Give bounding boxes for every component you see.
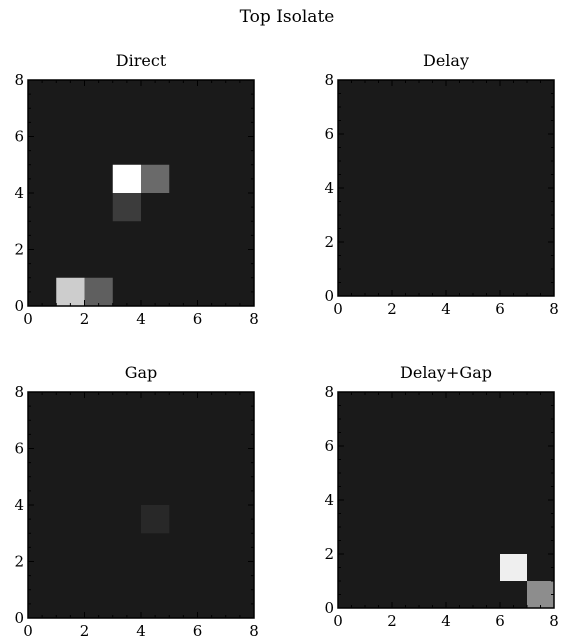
x-tick-label: 0 [23,310,33,328]
y-tick-label: 0 [14,609,24,627]
y-tick-label: 0 [324,599,334,617]
y-tick-label: 8 [324,71,334,89]
plot-background [338,80,554,296]
heatmap-cell [112,164,141,193]
heatmap-cell [112,193,141,222]
y-tick-label: 2 [324,233,334,251]
heatmap-cell [84,277,113,306]
x-tick-label: 6 [495,300,505,318]
panel-0: Direct 0 2 4 6 8 0 2 4 6 8 [14,51,258,328]
y-tick-label: 4 [324,179,334,197]
panel-1: Delay 0 2 4 6 8 0 2 4 6 8 [324,51,558,318]
figure-title: Top Isolate [240,7,335,27]
y-tick-label: 6 [14,440,24,458]
y-tick-label: 6 [14,128,24,146]
y-tick-label: 0 [324,287,334,305]
y-tick-label: 4 [14,184,24,202]
heatmap-cell [527,581,554,608]
x-tick-label: 4 [136,310,146,328]
heatmap-cell [141,505,170,534]
y-tick-label: 6 [324,125,334,143]
y-tick-label: 4 [14,496,24,514]
panel-2: Gap 0 2 4 6 8 0 2 4 6 8 [14,363,258,640]
heatmap-cell [56,277,85,306]
x-tick-label: 4 [136,622,146,640]
y-tick-label: 0 [14,297,24,315]
y-tick-label: 2 [324,545,334,563]
y-tick-label: 8 [14,71,24,89]
x-tick-label: 2 [387,612,397,630]
panel-title: Gap [125,363,158,382]
x-tick-label: 0 [333,612,343,630]
x-tick-label: 6 [193,622,203,640]
x-tick-label: 0 [23,622,33,640]
x-tick-label: 8 [249,310,259,328]
y-tick-label: 2 [14,553,24,571]
heatmap-cell [500,554,527,581]
x-tick-label: 2 [80,622,90,640]
y-tick-label: 6 [324,437,334,455]
y-tick-label: 4 [324,491,334,509]
panel-title: Direct [116,51,167,70]
x-tick-label: 2 [80,310,90,328]
panel-title: Delay+Gap [400,363,492,382]
x-tick-label: 2 [387,300,397,318]
x-tick-label: 4 [441,612,451,630]
y-tick-label: 2 [14,241,24,259]
panel-3: Delay+Gap 0 2 4 6 8 0 2 4 6 8 [324,363,558,630]
x-tick-label: 6 [495,612,505,630]
y-tick-label: 8 [324,383,334,401]
x-tick-label: 8 [549,300,559,318]
x-tick-label: 8 [249,622,259,640]
x-tick-label: 0 [333,300,343,318]
panels: Direct 0 2 4 6 8 0 2 4 6 8 Delay 0 2 4 6 8 0 2 4 6 8 Gap 0 2 4 6 8 0… [14,51,558,640]
x-tick-label: 4 [441,300,451,318]
x-tick-label: 8 [549,612,559,630]
x-tick-label: 6 [193,310,203,328]
y-tick-label: 8 [14,383,24,401]
heatmap-cell [141,164,170,193]
panel-title: Delay [423,51,469,70]
